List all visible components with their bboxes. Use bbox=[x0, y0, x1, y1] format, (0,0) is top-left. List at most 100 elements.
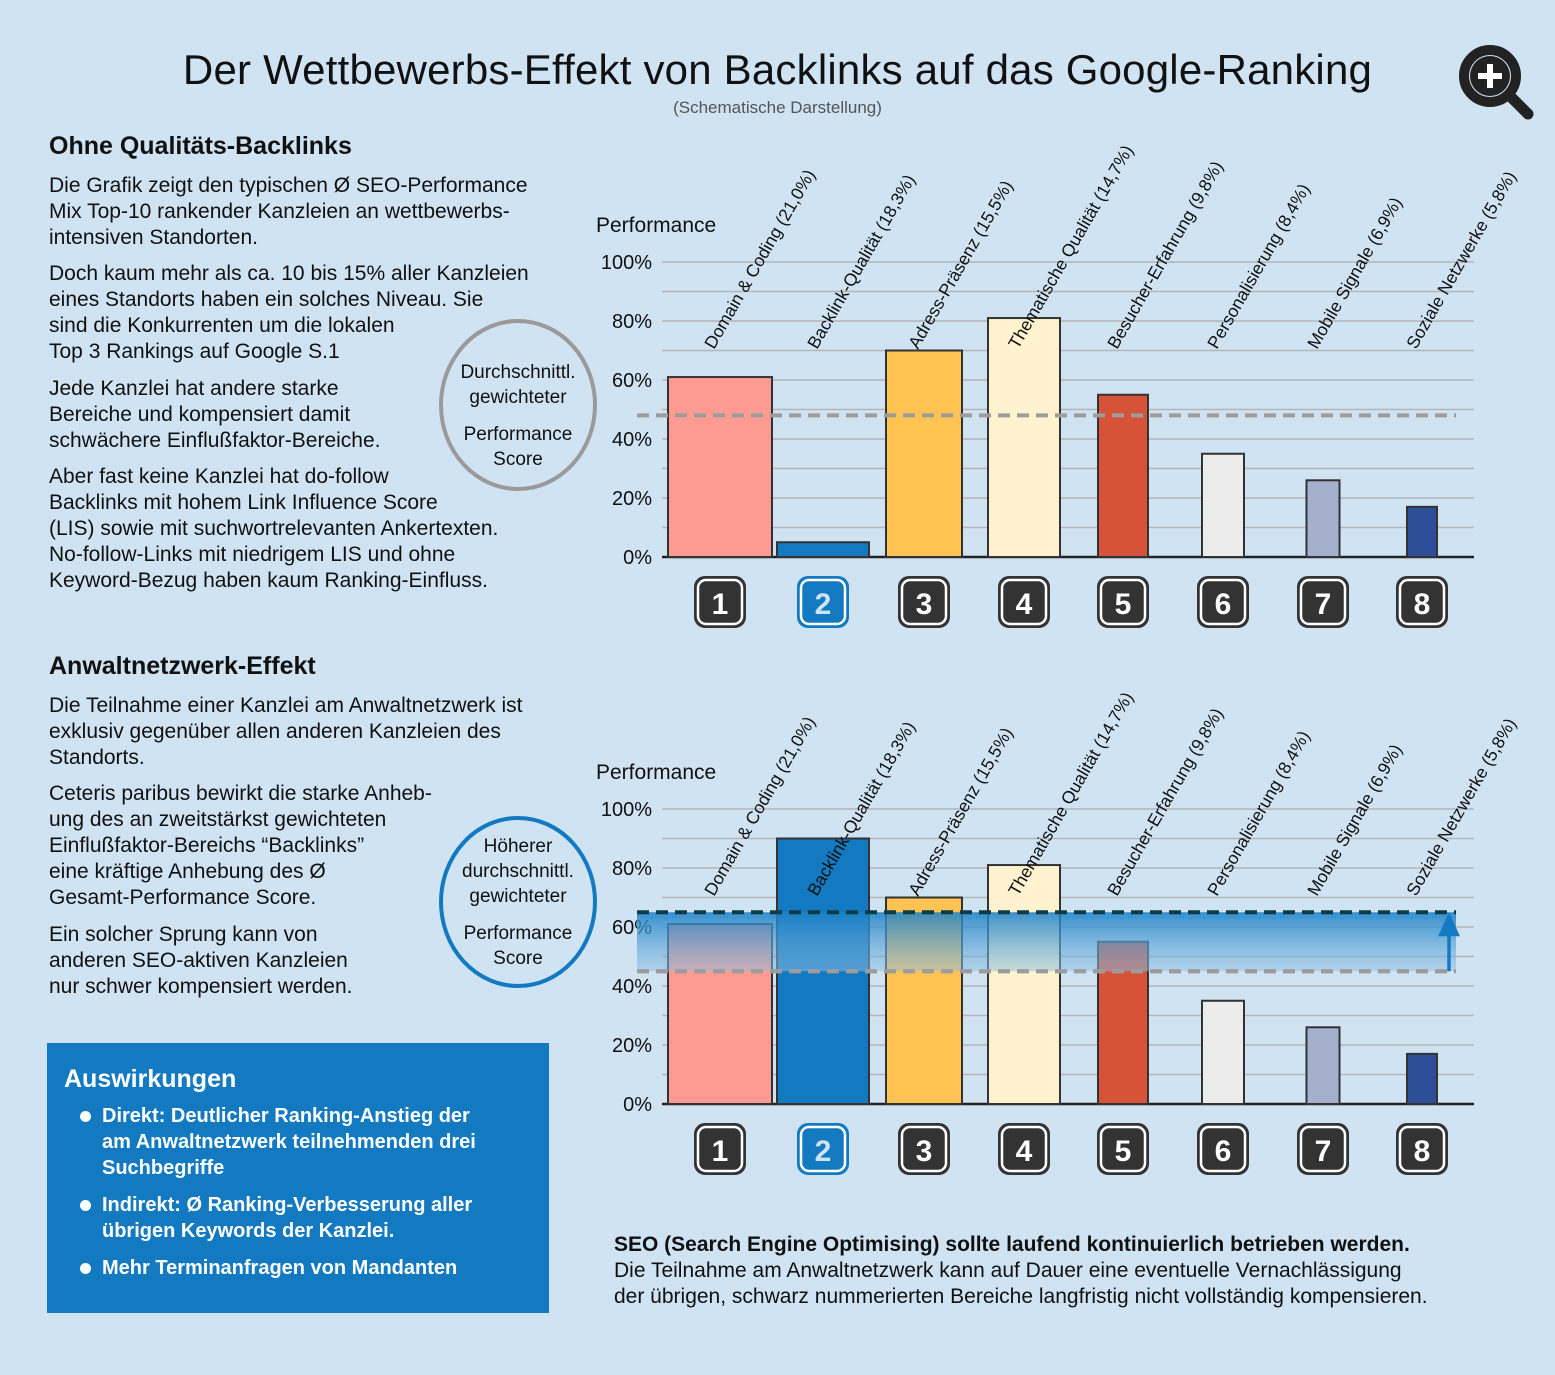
bar-7 bbox=[1305, 1026, 1341, 1105]
paragraph-line: Top 3 Rankings auf Google S.1 bbox=[49, 340, 340, 363]
impact-item-line: übrigen Keywords der Kanzlei. bbox=[102, 1220, 395, 1242]
y-tick-label: 60% bbox=[612, 370, 652, 392]
paragraph-line: Backlinks mit hohem Link Influence Score bbox=[49, 491, 438, 514]
paragraph-3: Jede Kanzlei hat andere starke Bereiche u… bbox=[49, 376, 380, 454]
impact-box: Auswirkungen Direkt: Deutlicher Ranking-… bbox=[47, 1043, 549, 1313]
paragraph-line: Standorts. bbox=[49, 746, 145, 769]
average-score-circle bbox=[439, 319, 597, 491]
paragraph-line: schwächere Einflußfaktor-Bereiche. bbox=[49, 429, 381, 452]
paragraph-line: Ein solcher Sprung kann von bbox=[49, 923, 318, 946]
paragraph-line: Keyword-Bezug haben kaum Ranking-Einflus… bbox=[49, 569, 488, 592]
paragraph-line: No-follow-Links mit niedrigem LIS und oh… bbox=[49, 543, 456, 566]
bar-8 bbox=[1406, 1052, 1438, 1106]
number-badge-frame bbox=[1099, 1125, 1147, 1173]
circle-label-line: Performance bbox=[463, 424, 573, 445]
y-tick-label: 20% bbox=[612, 488, 652, 510]
paragraph-line: nur schwer kompensiert werden. bbox=[49, 975, 353, 998]
y-tick-label: 0% bbox=[623, 1094, 652, 1116]
category-label: Soziale Netzwerke (5,8%) bbox=[1402, 168, 1520, 352]
number-badge-label: 4 bbox=[1016, 1135, 1033, 1168]
paragraph-line: eine kräftige Anhebung des Ø bbox=[49, 860, 326, 883]
average-score-label: Durchschnittl. gewichteter Performance Scor… bbox=[440, 360, 596, 472]
y-tick-label: 100% bbox=[601, 799, 652, 821]
impact-list: Direkt: Deutlicher Ranking-Anstieg der am… bbox=[47, 1103, 527, 1292]
paragraph-4: Aber fast keine Kanzlei hat do-follow Bac… bbox=[49, 464, 498, 594]
number-badge bbox=[1197, 1123, 1249, 1175]
paragraph-2: Ceteris paribus bewirkt die starke Anheb… bbox=[49, 781, 432, 911]
y-tick-label: 0% bbox=[623, 547, 652, 569]
circle-label-line: Score bbox=[493, 948, 543, 969]
number-badge-frame bbox=[1199, 578, 1247, 626]
circle-label-line: Durchschnittl. bbox=[460, 362, 576, 383]
number-badge bbox=[1297, 1123, 1349, 1175]
paragraph-line: (LIS) sowie mit suchwortrelevanten Anker… bbox=[49, 517, 499, 540]
circle-label-line: gewichteter bbox=[469, 886, 567, 907]
paragraph-1: Die Teilnahme einer Kanzlei am Anwaltnet… bbox=[49, 693, 523, 771]
number-badge bbox=[797, 1123, 849, 1175]
y-tick-label: 80% bbox=[612, 858, 652, 880]
paragraph-line: Bereiche und kompensiert damit bbox=[49, 403, 351, 426]
paragraph-line: Doch kaum mehr als ca. 10 bis 15% aller … bbox=[49, 262, 529, 285]
impact-item-line: Mehr Terminanfragen von Mandanten bbox=[102, 1257, 458, 1279]
paragraph-2: Doch kaum mehr als ca. 10 bis 15% aller … bbox=[49, 261, 529, 365]
number-badge bbox=[1097, 1123, 1149, 1175]
category-label: Personalisierung (8,4%) bbox=[1203, 727, 1314, 899]
raise-arrow-head bbox=[1438, 912, 1460, 937]
impact-item: Mehr Terminanfragen von Mandanten bbox=[47, 1255, 527, 1281]
y-tick-label: 80% bbox=[612, 311, 652, 333]
category-label: Mobile Signale (6,9%) bbox=[1303, 194, 1406, 352]
y-axis-label: Performance bbox=[596, 214, 716, 237]
impact-item-line: am Anwaltnetzwerk teilnehmenden drei bbox=[102, 1131, 476, 1153]
number-badge bbox=[998, 1123, 1050, 1175]
paragraph-line: Gesamt-Performance Score. bbox=[49, 886, 317, 909]
circle-label-line: Höherer bbox=[483, 836, 553, 857]
category-label: Mobile Signale (6,9%) bbox=[1303, 741, 1406, 899]
bar-4 bbox=[987, 864, 1061, 1105]
impact-item: Direkt: Deutlicher Ranking-Anstieg der am… bbox=[47, 1103, 527, 1181]
number-badge-frame bbox=[1000, 1125, 1048, 1173]
number-badge-label: 7 bbox=[1315, 1135, 1332, 1168]
bullet-icon bbox=[80, 1111, 91, 1122]
category-label: Besucher-Erfahrung (9,8%) bbox=[1103, 158, 1227, 352]
page-subtitle: (Schematische Darstellung) bbox=[673, 98, 882, 117]
footer-text: Die Teilnahme am Anwaltnetzwerk kann auf… bbox=[614, 1258, 1534, 1310]
number-badge-label: 3 bbox=[916, 1135, 933, 1168]
bar-7 bbox=[1305, 479, 1341, 558]
y-tick-label: 40% bbox=[612, 976, 652, 998]
chart-without-backlinks: Performance 0% 20% 40% 60% 80% 100% Domain & Co… bbox=[596, 142, 1520, 628]
number-badge bbox=[1097, 576, 1149, 628]
paragraph-line: exklusiv gegenüber allen anderen Kanzlei… bbox=[49, 720, 501, 743]
number-badge bbox=[898, 1123, 950, 1175]
bar-6 bbox=[1201, 452, 1245, 558]
number-badge-label: 5 bbox=[1115, 1135, 1132, 1168]
number-badge-label: 8 bbox=[1414, 1135, 1431, 1168]
number-badge bbox=[694, 576, 746, 628]
zoom-in-icon[interactable] bbox=[1458, 44, 1534, 120]
footer-line: Die Teilnahme am Anwaltnetzwerk kann auf… bbox=[614, 1259, 1402, 1282]
paragraph-1: Die Grafik zeigt den typischen Ø SEO-Per… bbox=[49, 173, 528, 251]
number-badge-frame bbox=[1000, 578, 1048, 626]
number-badge-frame bbox=[1099, 578, 1147, 626]
footer-bold: SEO (Search Engine Optimising) sollte la… bbox=[614, 1233, 1410, 1256]
paragraph-line: Die Grafik zeigt den typischen Ø SEO-Per… bbox=[49, 174, 528, 197]
category-label: Soziale Netzwerke (5,8%) bbox=[1402, 715, 1520, 899]
number-badge-frame bbox=[799, 578, 847, 626]
number-badge bbox=[1396, 576, 1448, 628]
paragraph-line: Ceteris paribus bewirkt die starke Anheb… bbox=[49, 782, 432, 805]
number-badge-label: 1 bbox=[712, 1135, 729, 1168]
paragraph-line: anderen SEO-aktiven Kanzleien bbox=[49, 949, 348, 972]
circle-label-line: durchschnittl. bbox=[462, 861, 574, 882]
number-badge-label: 6 bbox=[1215, 1135, 1232, 1168]
higher-score-label: Höherer durchschnittl. gewichteter Performa… bbox=[440, 834, 596, 971]
number-badge-frame bbox=[1299, 1125, 1347, 1173]
higher-score-circle bbox=[439, 816, 597, 988]
bar-6 bbox=[1201, 999, 1245, 1105]
number-badge bbox=[898, 576, 950, 628]
number-badge-frame bbox=[696, 1125, 744, 1173]
number-badge-frame bbox=[900, 1125, 948, 1173]
paragraph-line: eines Standorts haben ein solches Niveau… bbox=[49, 288, 484, 311]
impact-item: Indirekt: Ø Ranking-Verbesserung aller üb… bbox=[47, 1192, 527, 1244]
impact-item-line: Suchbegriffe bbox=[102, 1157, 225, 1179]
y-tick-label: 100% bbox=[601, 252, 652, 274]
bar-3 bbox=[885, 349, 963, 558]
